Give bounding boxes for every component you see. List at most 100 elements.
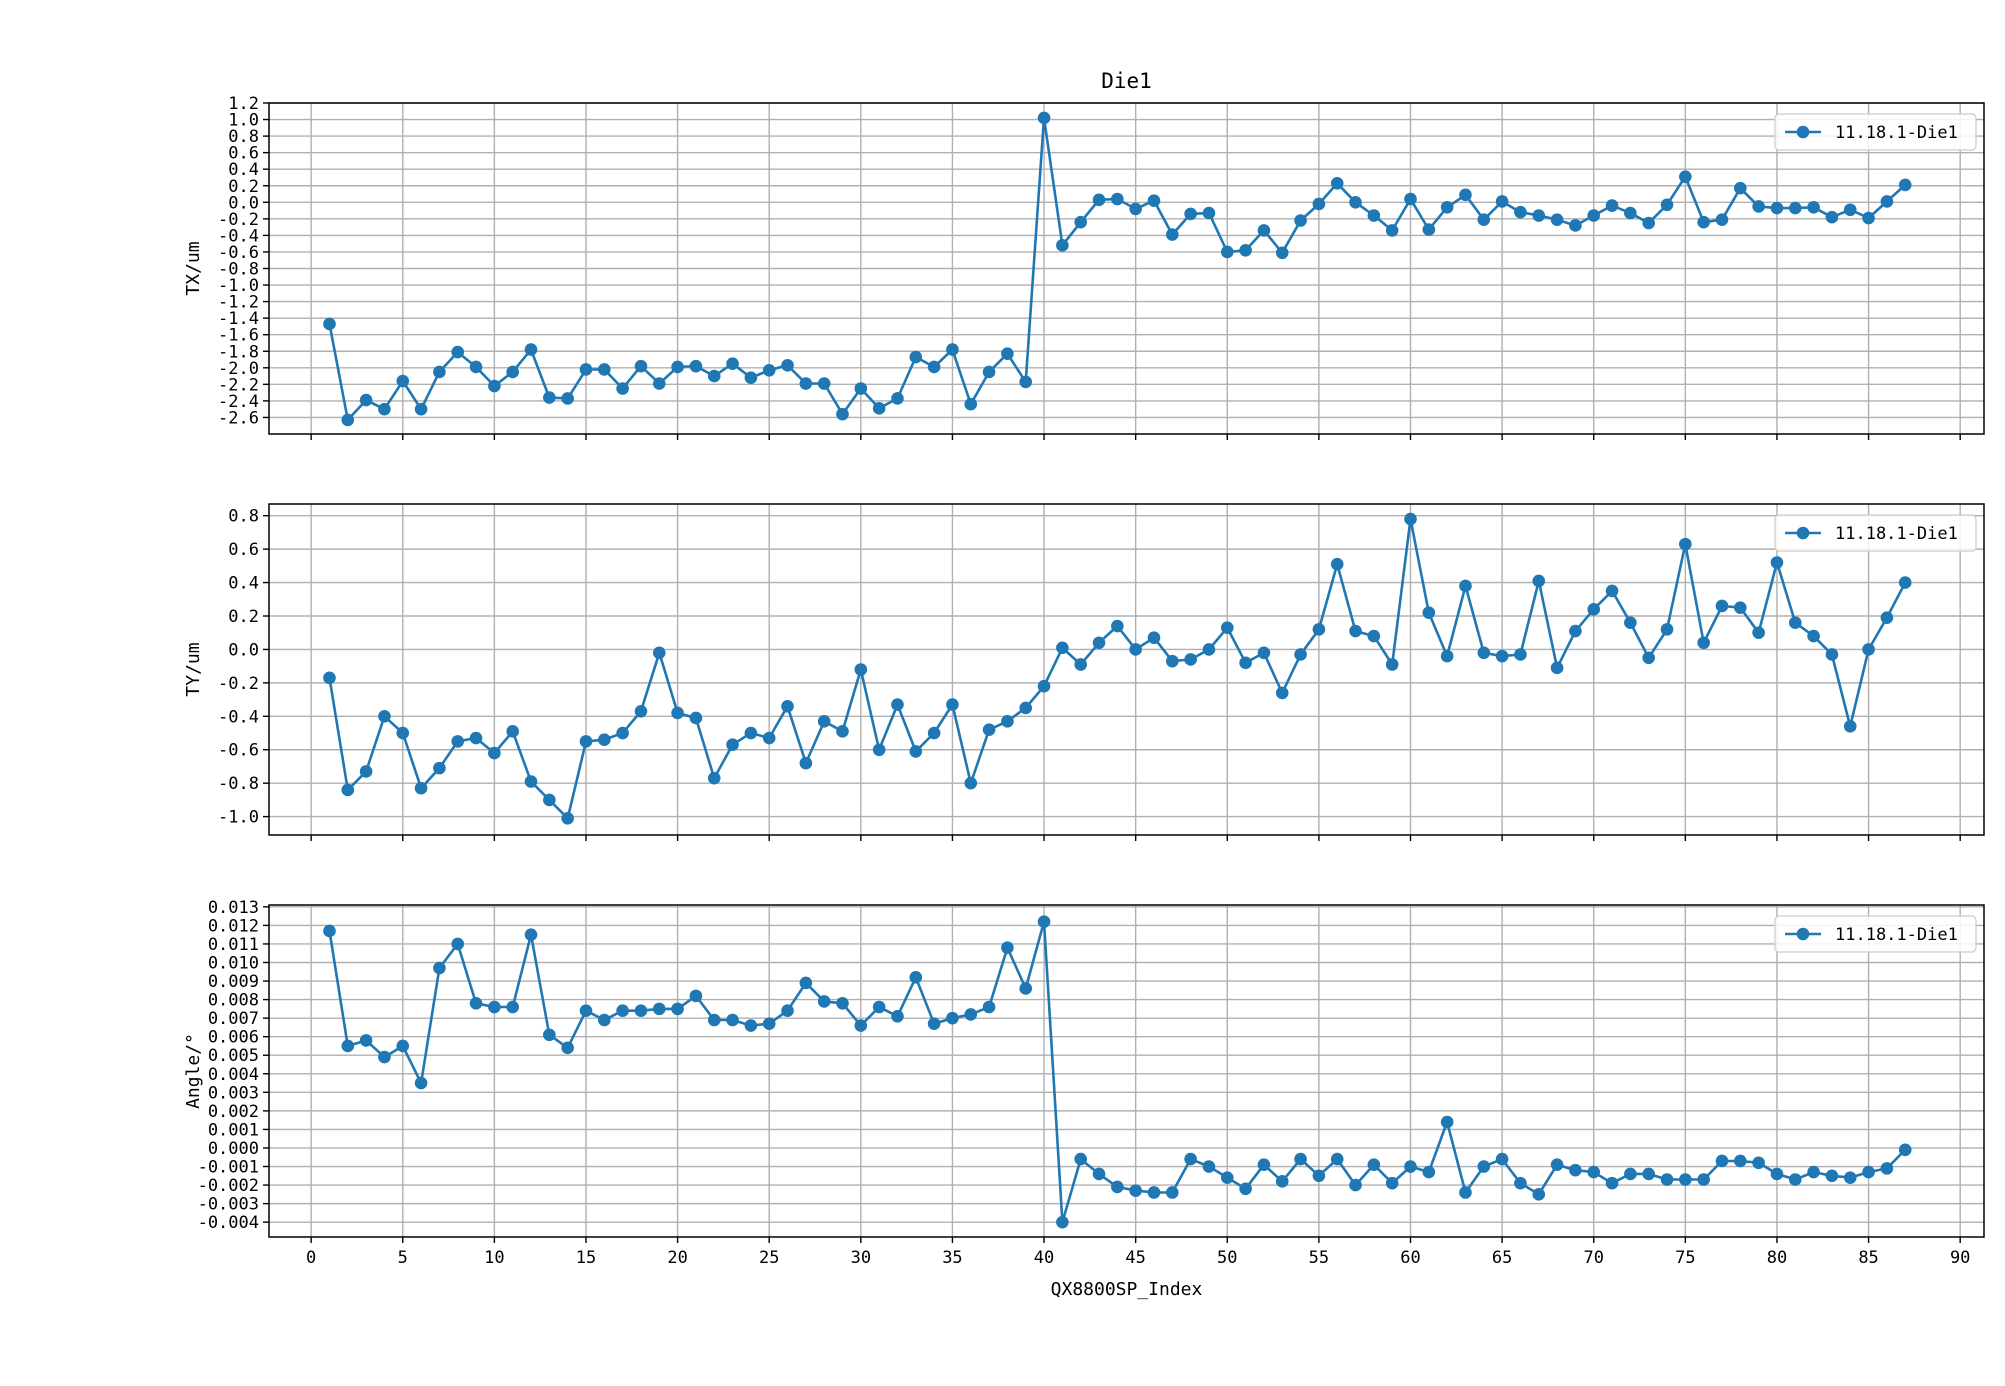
data-point bbox=[1037, 111, 1051, 125]
data-point bbox=[488, 1000, 501, 1014]
legend-box bbox=[1774, 915, 1977, 953]
data-point bbox=[451, 345, 465, 359]
x-tick-label: 0 bbox=[306, 1248, 316, 1268]
x-tick-label: 20 bbox=[667, 1248, 687, 1268]
data-point bbox=[726, 357, 739, 370]
y-tick-label: 1.2 bbox=[228, 94, 259, 114]
data-point bbox=[1349, 624, 1362, 638]
data-point bbox=[1184, 207, 1197, 221]
data-point bbox=[414, 781, 428, 795]
data-point bbox=[1129, 202, 1142, 216]
data-point bbox=[1239, 243, 1252, 257]
axes-frame bbox=[268, 102, 1985, 435]
data-point bbox=[1440, 1115, 1454, 1129]
data-point bbox=[1550, 213, 1564, 226]
y-tick-label: -2.2 bbox=[218, 375, 259, 395]
data-point bbox=[1166, 228, 1179, 241]
data-point bbox=[378, 710, 391, 723]
x-tick-label: 75 bbox=[1675, 1248, 1695, 1268]
data-point bbox=[616, 1004, 629, 1018]
data-point bbox=[799, 377, 813, 390]
data-point bbox=[598, 1013, 611, 1027]
data-point bbox=[1862, 643, 1875, 656]
data-point bbox=[1459, 1186, 1472, 1199]
y-tick-label: -0.004 bbox=[198, 1213, 259, 1233]
y-tick-label: -0.002 bbox=[198, 1176, 259, 1196]
data-point bbox=[1642, 651, 1655, 665]
data-point bbox=[1532, 574, 1546, 588]
data-point bbox=[506, 365, 519, 379]
data-point bbox=[1275, 1175, 1289, 1188]
data-point bbox=[543, 1028, 556, 1042]
data-point bbox=[1752, 200, 1765, 213]
data-point bbox=[524, 343, 538, 356]
y-tick-label: 0.007 bbox=[208, 1009, 259, 1029]
data-point bbox=[1422, 1165, 1436, 1179]
axes-frame bbox=[268, 503, 1985, 836]
data-point bbox=[359, 765, 373, 778]
data-point bbox=[707, 1013, 721, 1027]
data-point bbox=[817, 377, 831, 390]
data-point bbox=[1477, 1160, 1491, 1173]
data-point bbox=[1202, 206, 1216, 220]
data-point bbox=[414, 1076, 428, 1090]
data-point bbox=[817, 995, 831, 1008]
data-point bbox=[891, 392, 904, 405]
y-axis-title: Angle/° bbox=[183, 1033, 204, 1109]
data-point bbox=[1111, 619, 1124, 633]
data-point bbox=[1147, 1186, 1161, 1199]
y-tick-label: -2.4 bbox=[218, 392, 259, 412]
data-point bbox=[1056, 641, 1069, 655]
data-point bbox=[1880, 1162, 1894, 1175]
data-point bbox=[1037, 915, 1051, 928]
x-tick-label: 35 bbox=[942, 1248, 962, 1268]
data-point bbox=[1404, 512, 1417, 526]
data-point bbox=[1385, 658, 1399, 671]
data-point bbox=[1001, 715, 1014, 728]
data-point bbox=[1624, 616, 1637, 629]
data-point bbox=[1056, 239, 1069, 252]
data-point bbox=[1734, 181, 1747, 195]
data-point bbox=[579, 735, 593, 748]
data-point bbox=[396, 726, 410, 740]
data-point bbox=[1184, 653, 1197, 666]
data-point bbox=[1312, 197, 1326, 211]
data-point bbox=[744, 726, 758, 740]
data-point bbox=[1220, 621, 1234, 635]
data-point bbox=[1202, 1160, 1216, 1173]
data-point bbox=[561, 811, 574, 825]
data-point bbox=[433, 365, 446, 379]
series-line bbox=[328, 517, 1907, 820]
data-point bbox=[1734, 1154, 1747, 1168]
data-point bbox=[836, 997, 849, 1010]
data-point bbox=[1770, 1167, 1784, 1181]
x-tick-label: 45 bbox=[1125, 1248, 1145, 1268]
data-point bbox=[1550, 661, 1564, 675]
data-point bbox=[1074, 658, 1087, 671]
data-point bbox=[1202, 643, 1216, 656]
y-tick-label: 0.000 bbox=[208, 1139, 259, 1159]
data-point bbox=[1770, 201, 1784, 215]
data-point bbox=[1569, 1163, 1582, 1177]
y-tick-label: -1.0 bbox=[218, 808, 259, 828]
data-point bbox=[1495, 195, 1509, 208]
chart-title: Die1 bbox=[1101, 69, 1152, 93]
legend-label: 11.18.1-Die1 bbox=[1835, 524, 1958, 544]
y-tick-label: 0.006 bbox=[208, 1028, 259, 1048]
y-tick-label: 0.005 bbox=[208, 1046, 259, 1066]
y-tick-label: -0.8 bbox=[218, 260, 259, 280]
data-point bbox=[488, 746, 501, 760]
data-point bbox=[323, 924, 336, 938]
y-tick-label: -1.4 bbox=[218, 309, 259, 329]
x-tick-label: 5 bbox=[398, 1248, 408, 1268]
axes-frame bbox=[268, 904, 1985, 1238]
data-point bbox=[524, 775, 538, 788]
data-point bbox=[1624, 206, 1637, 220]
data-point bbox=[1587, 209, 1601, 222]
data-point bbox=[1001, 941, 1014, 954]
data-point bbox=[1862, 1165, 1875, 1179]
data-point bbox=[598, 733, 611, 747]
data-point bbox=[1660, 1173, 1674, 1186]
x-tick-label: 25 bbox=[759, 1248, 779, 1268]
data-point bbox=[378, 1050, 391, 1064]
